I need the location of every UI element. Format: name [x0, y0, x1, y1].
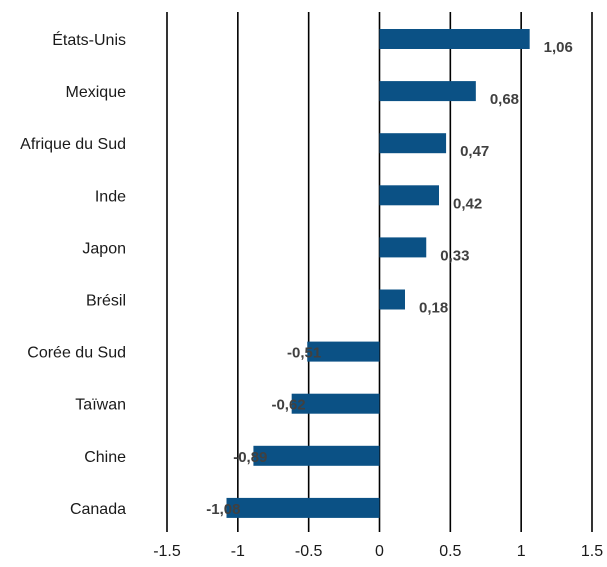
data-label: 0,33	[440, 247, 469, 264]
data-label: 0,42	[453, 195, 482, 212]
category-label: Corée du Sud	[27, 345, 126, 362]
data-label: 1,06	[544, 39, 573, 56]
x-tick-label: 0.5	[439, 543, 461, 560]
category-label: Japon	[82, 240, 126, 257]
x-tick-label: -0.5	[295, 543, 323, 560]
bar-coree-du-sud	[307, 341, 380, 362]
data-label: 0,68	[490, 91, 519, 108]
category-label: Brésil	[86, 293, 126, 310]
data-labels: 1,06 0,68 0,47 0,42 0,33 0,18 -0,51 -0,62 -0,89 -…	[206, 39, 573, 518]
data-label: -0,89	[233, 449, 267, 466]
x-tick-label: -1	[231, 543, 245, 560]
category-label: Inde	[95, 188, 126, 205]
bars	[226, 29, 530, 518]
data-label: 0,47	[460, 143, 489, 160]
category-label: Chine	[84, 449, 126, 466]
data-label: -1,08	[206, 501, 240, 518]
category-label: Afrique du Sud	[20, 136, 126, 153]
bar-etats-unis	[379, 29, 530, 49]
category-label: Taïwan	[75, 397, 126, 414]
x-tick-label: -1.5	[153, 543, 181, 560]
data-label: -0,62	[271, 397, 305, 414]
x-tick-label: 0	[375, 543, 384, 560]
data-label: 0,18	[419, 300, 448, 317]
category-label: Canada	[70, 501, 126, 518]
category-label: États-Unis	[52, 30, 126, 49]
category-labels: États-Unis Mexique Afrique du Sud Inde Japon…	[20, 30, 126, 518]
bar-inde	[379, 185, 439, 206]
bar-japon	[379, 237, 427, 258]
x-tick-label: 1.5	[581, 543, 603, 560]
bar-canada	[226, 497, 380, 518]
data-label: -0,51	[287, 345, 321, 362]
bar-bresil	[379, 289, 405, 310]
x-tick-label: 1	[517, 543, 526, 560]
category-label: Mexique	[66, 84, 127, 101]
bar-taiwan	[291, 393, 380, 414]
bar-chine	[253, 445, 380, 466]
bar-mexique	[379, 81, 476, 102]
bar-afrique-du-sud	[379, 133, 447, 154]
x-tick-labels: -1.5 -1 -0.5 0 0.5 1 1.5	[153, 543, 603, 560]
